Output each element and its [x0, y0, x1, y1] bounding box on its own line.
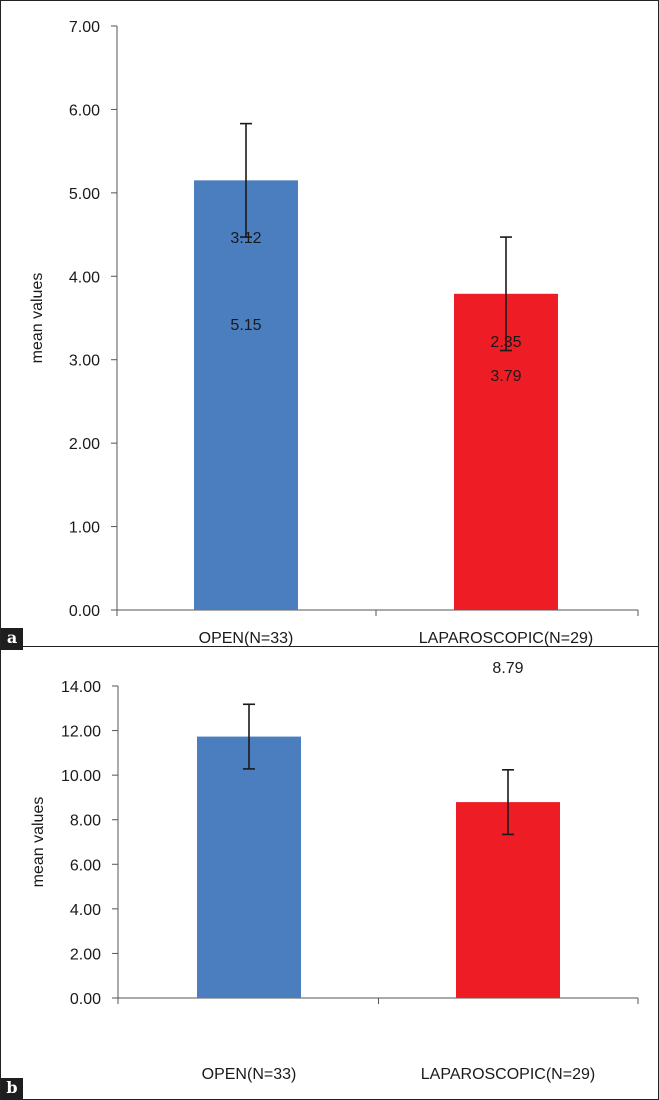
chartb-y-tick-label: 2.00 [70, 946, 101, 963]
charta-bar [194, 180, 298, 611]
chartb-category-label: LAPAROSCOPIC(N=29) [421, 1066, 595, 1083]
charta-y-tick-label: 0.00 [69, 603, 100, 620]
charta-y-axis-title: mean values [29, 273, 46, 364]
chartb-category-label: OPEN(N=33) [202, 1066, 297, 1083]
charta-value-data-label: 3.79 [490, 368, 521, 385]
charta-error-data-label: 3.12 [230, 230, 261, 247]
charta-y-tick-label: 3.00 [69, 353, 100, 370]
charta-y-tick-label: 6.00 [69, 102, 100, 119]
bar-chart-b: 0.00 2.00 4.00 6.00 8.00 10.00 12.00 14.00 mean … [30, 660, 639, 1083]
chartb-y-tick-label: 10.00 [61, 768, 101, 785]
chartb-value-data-label: 8.79 [492, 660, 523, 677]
charta-y-tick-label: 1.00 [69, 520, 100, 537]
charta-y-tick-label: 5.00 [69, 186, 100, 203]
panel-label-a: a [1, 628, 23, 650]
charta-y-tick-label: 2.00 [69, 436, 100, 453]
chartb-bar [197, 736, 301, 998]
chartb-y-tick-label: 14.00 [61, 679, 101, 696]
chartb-y-tick-label: 8.00 [70, 813, 101, 830]
panel-divider [0, 646, 659, 647]
bar-chart-a: 0.00 1.00 2.00 3.00 4.00 5.00 6.00 7.00 mean val… [29, 19, 639, 646]
chartb-y-tick-label: 4.00 [70, 902, 101, 919]
panel-label-b: b [1, 1078, 23, 1100]
charta-value-data-label: 5.15 [230, 317, 261, 334]
charta-category-label: LAPAROSCOPIC(N=29) [419, 630, 593, 646]
charta-error-data-label: 2.35 [490, 334, 521, 351]
charta-y-tick-label: 7.00 [69, 19, 100, 36]
chartb-y-tick-label: 6.00 [70, 857, 101, 874]
charta-y-tick-label: 4.00 [69, 269, 100, 286]
chartb-y-tick-label: 0.00 [70, 991, 101, 1008]
chartb-y-axis-title: mean values [30, 797, 47, 888]
charta-category-label: OPEN(N=33) [199, 630, 294, 646]
chartb-y-tick-label: 12.00 [61, 724, 101, 741]
